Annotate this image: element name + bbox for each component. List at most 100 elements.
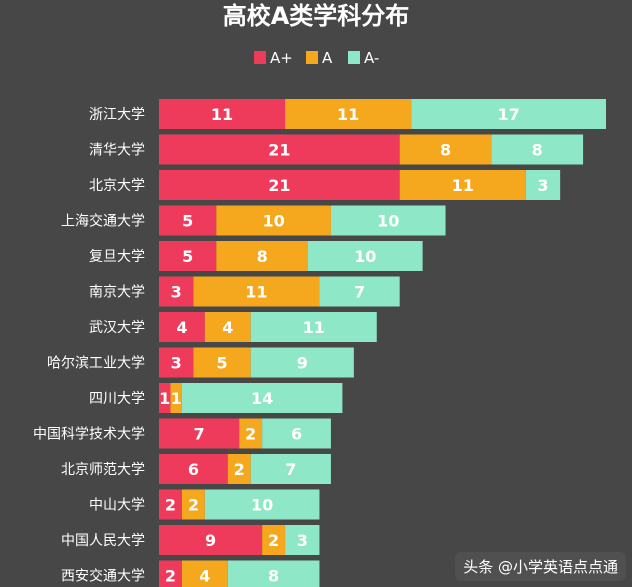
bar-segment-A [285, 99, 412, 129]
chart-title: 高校A类学科分布 [223, 2, 410, 30]
data-label: 21 [268, 176, 290, 195]
data-label: 4 [176, 318, 187, 337]
bar-segment-A [262, 525, 286, 555]
data-label: 1 [171, 389, 182, 408]
bar-segment-A [239, 418, 263, 449]
bar-segment-A [216, 241, 308, 271]
data-label: 21 [268, 141, 290, 160]
bar-segment-A- [491, 134, 584, 165]
bar-segment-A+ [159, 170, 400, 200]
data-label: 8 [257, 247, 268, 266]
data-label: 3 [297, 531, 308, 550]
bar-segment-A [181, 489, 205, 520]
data-label: 9 [205, 531, 216, 550]
category-label: 西安交通大学 [61, 568, 145, 585]
data-label: 11 [452, 176, 474, 195]
data-label: 3 [171, 283, 182, 302]
category-label: 清华大学 [89, 143, 145, 159]
category-label: 北京师范大学 [61, 461, 145, 478]
category-label: 武汉大学 [89, 320, 145, 336]
data-label: 4 [222, 318, 233, 337]
data-label: 10 [354, 247, 376, 266]
bar-segment-A+ [159, 347, 194, 378]
category-label: 中国科学技术大学 [33, 427, 145, 443]
bar-segment-A- [250, 312, 377, 342]
legend-label-0: A+ [270, 49, 293, 67]
bar-segment-A+ [159, 99, 286, 129]
category-label: 上海交通大学 [61, 213, 145, 230]
data-label: 6 [188, 460, 199, 479]
bar-segment-A+ [159, 276, 194, 307]
data-label: 5 [182, 247, 193, 266]
data-label: 3 [171, 354, 182, 373]
category-label: 中国人民大学 [61, 533, 145, 549]
data-label: 7 [354, 283, 365, 302]
data-label: 8 [532, 141, 543, 160]
data-label: 9 [297, 354, 308, 373]
bar-segment-A+ [159, 489, 182, 520]
bar-segment-A- [308, 241, 423, 271]
data-label: 8 [440, 141, 451, 160]
bar-segment-A [399, 170, 526, 200]
data-label: 7 [285, 460, 296, 479]
bar-segment-A- [262, 418, 331, 449]
data-label: 4 [199, 567, 210, 586]
bar-segment-A [216, 205, 331, 236]
bar-segment-A+ [159, 205, 217, 236]
legend-swatch-0 [254, 51, 266, 64]
bar-segment-A+ [159, 383, 171, 413]
legend-label-2: A- [364, 49, 379, 67]
bar-segment-A+ [159, 560, 182, 587]
bar-segment-A [204, 312, 251, 342]
bar-segment-A- [250, 454, 331, 484]
category-label: 四川大学 [89, 391, 145, 407]
bar-segment-A- [319, 276, 400, 307]
data-label: 14 [251, 389, 273, 408]
data-label: 11 [245, 283, 267, 302]
data-label: 5 [216, 354, 227, 373]
data-label: 10 [262, 212, 284, 231]
data-label: 3 [537, 176, 548, 195]
data-label: 10 [251, 496, 273, 515]
data-label: 2 [165, 567, 176, 586]
bar-segment-A- [330, 205, 446, 236]
data-label: 6 [291, 425, 302, 444]
category-label: 中山大学 [89, 498, 145, 514]
data-label: 7 [194, 425, 205, 444]
category-label: 南京大学 [89, 285, 145, 301]
category-label: 浙江大学 [89, 107, 145, 123]
data-label: 11 [303, 318, 325, 337]
bar-segment-A [193, 347, 251, 378]
bar-segment-A [170, 383, 182, 413]
bar-segment-A- [525, 170, 561, 200]
bar-segment-A+ [159, 241, 217, 271]
data-label: 2 [268, 531, 279, 550]
bar-segment-A [399, 134, 492, 165]
legend-swatch-1 [306, 51, 318, 64]
data-label: 1 [159, 389, 170, 408]
data-label: 17 [497, 105, 519, 124]
data-label: 11 [337, 105, 359, 124]
legend-label-1: A [322, 49, 333, 67]
bar-segment-A+ [159, 525, 263, 555]
data-label: 2 [188, 496, 199, 515]
bar-segment-A- [227, 560, 320, 587]
legend-swatch-2 [348, 51, 360, 64]
bar-segment-A+ [159, 134, 400, 165]
watermark: 头条 @小学英语点点通 [455, 552, 626, 581]
data-label: 2 [165, 496, 176, 515]
data-label: 2 [234, 460, 245, 479]
bar-segment-A+ [159, 454, 228, 484]
bar-segment-A [193, 276, 320, 307]
data-label: 11 [211, 105, 233, 124]
data-label: 5 [182, 212, 193, 231]
bar-segment-A- [250, 347, 354, 378]
bar-segment-A+ [159, 312, 205, 342]
bar-segment-A [181, 560, 228, 587]
bar-segment-A+ [159, 418, 240, 449]
bar-segment-A [227, 454, 251, 484]
data-label: 2 [245, 425, 256, 444]
data-label: 10 [377, 212, 399, 231]
bar-segment-A- [411, 99, 606, 129]
